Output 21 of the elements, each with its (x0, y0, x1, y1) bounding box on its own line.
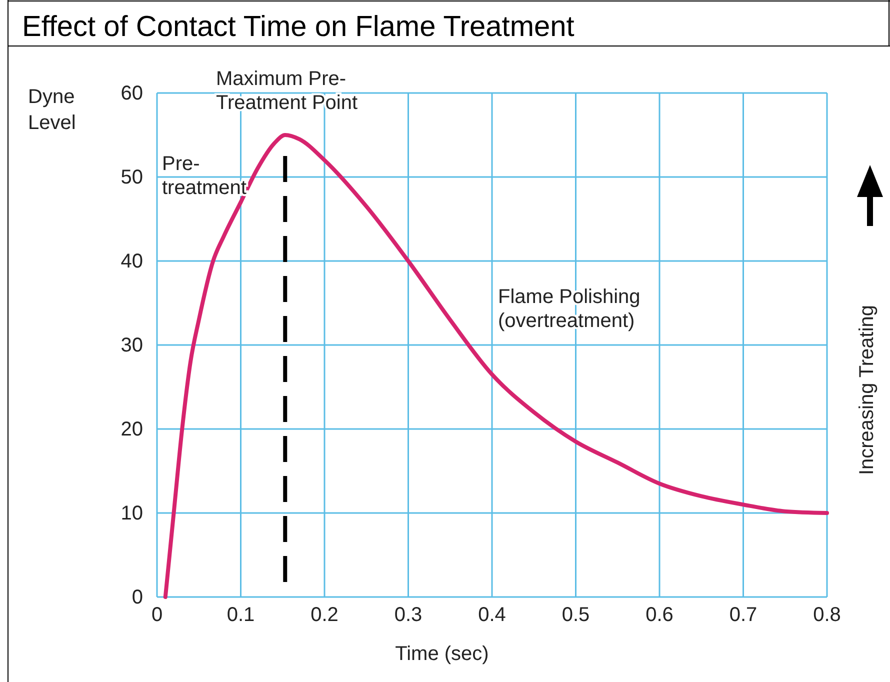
text: Increasing Treating (856, 304, 878, 476)
y-tick-label: 40 (120, 250, 143, 272)
y-tick-label: 0 (132, 586, 143, 608)
x-tick-label: 0.2 (310, 604, 338, 626)
y-tick-label: 50 (120, 166, 143, 188)
y-tick-label: 30 (120, 334, 143, 356)
x-tick-label: 0.6 (646, 604, 674, 626)
y-tick-label: 20 (120, 418, 143, 440)
x-tick-label: 0.7 (729, 604, 758, 626)
y-axis-title: Dyne Level (28, 86, 76, 134)
y-tick-label: 60 (120, 82, 143, 104)
chart-title: Effect of Contact Time on Flame Treatment (22, 11, 574, 43)
x-tick-label: 0.1 (226, 604, 255, 626)
x-axis-title: Time (sec) (395, 643, 489, 665)
x-tick-label: 0.5 (562, 604, 590, 626)
y-tick-label: 10 (120, 502, 143, 524)
x-tick-label: 0 (151, 604, 163, 626)
x-tick-label: 0.8 (813, 604, 841, 626)
line-series (163, 133, 829, 599)
x-tick-label: 0.3 (394, 604, 422, 626)
x-tick-label: 0.4 (478, 604, 506, 626)
